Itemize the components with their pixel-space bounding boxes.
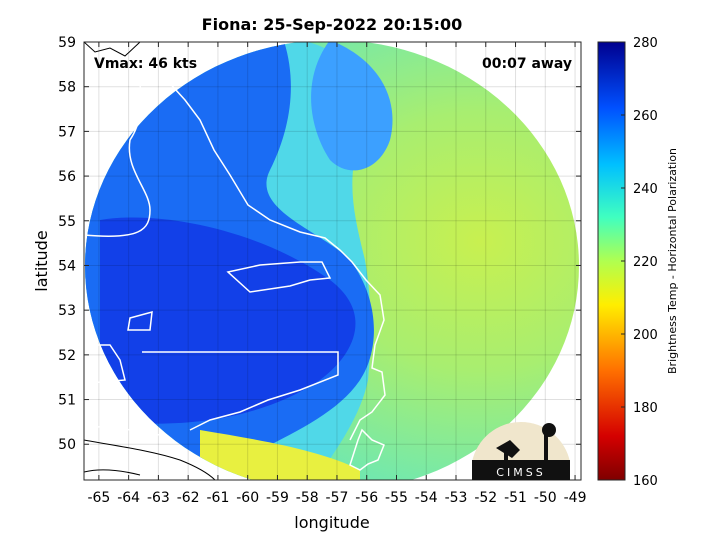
x-tick-label: -55: [385, 490, 408, 506]
colorbar-tick-label: 220: [633, 255, 658, 270]
colorbar-label: Brightness Temp - Horizontal Polarizatio…: [666, 148, 679, 374]
lake-melville: [226, 261, 332, 293]
x-tick-label: -62: [177, 490, 200, 506]
x-tick-label: -52: [474, 490, 497, 506]
x-axis-label: longitude: [294, 513, 369, 532]
coast-quebec: [84, 42, 151, 237]
x-tick-label: -49: [564, 490, 587, 506]
y-tick-label: 58: [58, 80, 76, 96]
coast-newfoundland: [349, 428, 385, 471]
x-tick-label: -61: [206, 490, 229, 506]
y-tick-label: 51: [58, 393, 76, 409]
x-tick-label: -59: [266, 490, 289, 506]
cimss-logo: CIMSS: [472, 421, 570, 480]
plot-frame: [83, 41, 582, 481]
y-axis-label: latitude: [32, 230, 51, 291]
logo-text: CIMSS: [496, 466, 545, 479]
y-tick-label: 54: [58, 258, 76, 274]
x-tick-label: -54: [415, 490, 438, 506]
x-tick-label: -53: [445, 490, 468, 506]
coast-gulf-north: [84, 344, 126, 384]
colorbar-tick-label: 180: [633, 401, 658, 416]
coast-labrador: [164, 77, 386, 441]
x-tick-label: -64: [117, 490, 140, 506]
border-quebec-labrador: [142, 351, 339, 431]
coast-anticosti: [84, 425, 161, 436]
lake-west: [127, 310, 153, 331]
colorbar-ticks: 160 180 200 220 240 260 280: [621, 36, 658, 489]
y-tick-label: 59: [58, 35, 76, 51]
x-tick-label: -63: [147, 490, 170, 506]
gulf-region: [200, 430, 360, 480]
colorbar-tick-label: 200: [633, 328, 658, 343]
x-tick-label: -57: [326, 490, 349, 506]
coastline: [84, 42, 386, 471]
grid: -65 -64 -63 -62 -61 -60 -59 -58 -57 -56 -55 -54 -53-…: [58, 35, 586, 506]
swath-layer: [85, 42, 579, 480]
colorbar-tick-label: 280: [633, 36, 658, 51]
x-tick-label: -65: [87, 490, 110, 506]
chart-title: Fiona: 25-Sep-2022 20:15:00: [202, 15, 463, 34]
x-tick-label: -50: [534, 490, 557, 506]
coast-gaspe-south: [84, 469, 141, 476]
colorbar-tick-label: 260: [633, 109, 658, 124]
x-tick-label: -58: [296, 490, 319, 506]
colorbar-tick-label: 160: [633, 474, 658, 489]
y-tick-label: 57: [58, 124, 76, 140]
colorbar-tick-label: 240: [633, 182, 658, 197]
labrador-region: [100, 217, 356, 424]
colorbar: [597, 41, 626, 481]
vmax-label: Vmax: 46 kts: [94, 56, 197, 72]
coast-gaspe: [84, 439, 216, 480]
time-away-label: 00:07 away: [482, 56, 572, 72]
y-tick-label: 56: [58, 169, 76, 185]
y-tick-label: 50: [58, 437, 76, 453]
wrap-band: [311, 42, 393, 171]
coastline-outside: [84, 42, 216, 480]
y-tick-label: 52: [58, 348, 76, 364]
y-tick-label: 53: [58, 303, 76, 319]
y-tick-label: 55: [58, 214, 76, 230]
x-tick-label: -56: [355, 490, 378, 506]
x-tick-label: -60: [236, 490, 259, 506]
x-tick-label: -51: [504, 490, 527, 506]
coast-ungava: [84, 42, 141, 57]
